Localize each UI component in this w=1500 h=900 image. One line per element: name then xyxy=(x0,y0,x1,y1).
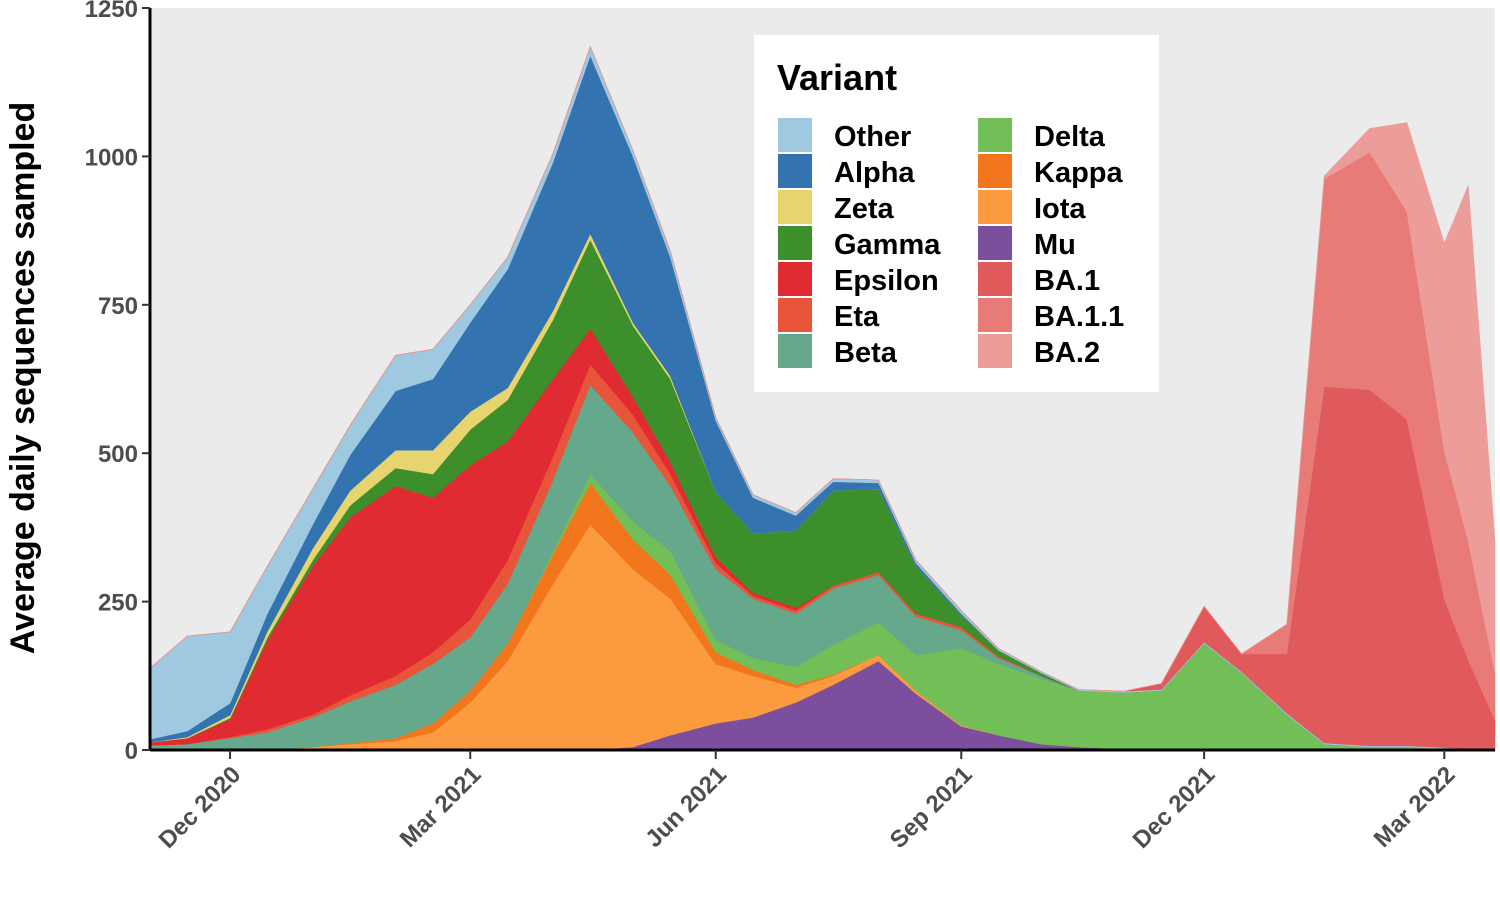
x-tick-label: Mar 2021 xyxy=(395,761,487,853)
legend-label: BA.1 xyxy=(1034,265,1100,297)
legend-swatch xyxy=(778,226,812,260)
legend-swatch xyxy=(778,154,812,188)
y-tick-label: 500 xyxy=(98,441,138,468)
x-tick-label: Jun 2021 xyxy=(640,761,732,853)
legend-items: Other Alpha Zeta Gamma Epsilon Eta Beta Delta Ka… xyxy=(778,118,1124,369)
legend-item-eta: Eta xyxy=(778,298,880,333)
legend-label: BA.1.1 xyxy=(1034,301,1124,333)
legend-item-beta: Beta xyxy=(778,334,898,369)
y-tick-label: 1000 xyxy=(85,144,138,171)
y-tick-label: 0 xyxy=(125,738,138,765)
legend-label: Alpha xyxy=(834,157,915,189)
legend-label: Epsilon xyxy=(834,265,939,297)
legend-title: Variant xyxy=(777,57,897,98)
legend-item-kappa: Kappa xyxy=(978,154,1124,189)
legend-box xyxy=(754,35,1159,392)
legend-label: Mu xyxy=(1034,229,1076,261)
legend-swatch xyxy=(778,334,812,368)
legend-label: Delta xyxy=(1034,121,1106,153)
legend-swatch xyxy=(778,118,812,152)
legend-item-mu: Mu xyxy=(978,226,1076,261)
legend-item-alpha: Alpha xyxy=(778,154,915,189)
legend: Variant Other Alpha Zeta Gamma Epsilon Eta Bet… xyxy=(754,35,1159,392)
x-tick-label: Dec 2020 xyxy=(154,761,247,854)
legend-label: Zeta xyxy=(834,193,895,225)
legend-item-other: Other xyxy=(778,118,911,153)
legend-label: Gamma xyxy=(834,229,941,261)
legend-item-ba-1: BA.1 xyxy=(978,262,1100,297)
legend-swatch xyxy=(978,334,1012,368)
y-tick-label: 1250 xyxy=(85,0,138,23)
y-tick-label: 750 xyxy=(98,293,138,320)
legend-swatch xyxy=(978,154,1012,188)
x-tick-label: Dec 2021 xyxy=(1128,761,1221,854)
legend-swatch xyxy=(978,118,1012,152)
legend-swatch xyxy=(978,298,1012,332)
legend-swatch xyxy=(978,190,1012,224)
legend-item-ba-2: BA.2 xyxy=(978,334,1100,369)
legend-label: Eta xyxy=(834,301,880,333)
y-tick-label: 250 xyxy=(98,590,138,617)
legend-swatch xyxy=(778,298,812,332)
legend-swatch xyxy=(978,226,1012,260)
y-axis-title: Average daily sequences sampled xyxy=(4,102,42,654)
legend-swatch xyxy=(978,262,1012,296)
legend-label: Other xyxy=(834,121,911,153)
legend-label: Kappa xyxy=(1034,157,1124,189)
area-ba-2 xyxy=(149,45,1496,692)
legend-item-ba-1-1: BA.1.1 xyxy=(978,298,1124,333)
x-tick-label: Sep 2021 xyxy=(885,761,978,854)
legend-item-gamma: Gamma xyxy=(778,226,941,261)
legend-item-delta: Delta xyxy=(978,118,1106,153)
legend-item-epsilon: Epsilon xyxy=(778,262,939,297)
legend-item-iota: Iota xyxy=(978,190,1086,225)
legend-label: Iota xyxy=(1034,193,1086,225)
legend-label: Beta xyxy=(834,337,898,369)
legend-swatch xyxy=(778,190,812,224)
legend-item-zeta: Zeta xyxy=(778,190,895,225)
legend-swatch xyxy=(778,262,812,296)
x-tick-label: Mar 2022 xyxy=(1369,761,1461,853)
legend-label: BA.2 xyxy=(1034,337,1100,369)
